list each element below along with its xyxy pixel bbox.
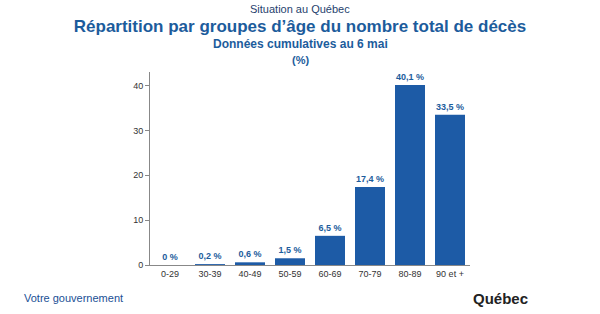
svg-text:40-49: 40-49 bbox=[238, 269, 261, 279]
svg-text:33,5 %: 33,5 % bbox=[436, 102, 464, 112]
svg-text:10: 10 bbox=[133, 215, 143, 225]
svg-text:Situation au Québec: Situation au Québec bbox=[250, 3, 350, 15]
svg-text:80-89: 80-89 bbox=[398, 269, 421, 279]
svg-text:90 et +: 90 et + bbox=[436, 269, 464, 279]
svg-text:(%): (%) bbox=[292, 54, 309, 66]
svg-text:17,4 %: 17,4 % bbox=[356, 174, 384, 184]
svg-text:20: 20 bbox=[133, 170, 143, 180]
svg-text:40,1 %: 40,1 % bbox=[396, 72, 424, 82]
svg-text:50-59: 50-59 bbox=[278, 269, 301, 279]
svg-text:Québec: Québec bbox=[473, 290, 528, 307]
svg-text:Répartition par groupes d’âge: Répartition par groupes d’âge du nombre … bbox=[74, 17, 526, 36]
svg-text:1,5 %: 1,5 % bbox=[278, 245, 301, 255]
svg-text:0 %: 0 % bbox=[162, 252, 178, 262]
svg-text:0,2 %: 0,2 % bbox=[198, 251, 221, 261]
svg-text:0,6 %: 0,6 % bbox=[238, 249, 261, 259]
svg-text:0-29: 0-29 bbox=[161, 269, 179, 279]
svg-text:Données cumulatives au 6 mai: Données cumulatives au 6 mai bbox=[213, 37, 388, 51]
svg-text:40: 40 bbox=[133, 81, 143, 91]
svg-text:70-79: 70-79 bbox=[358, 269, 381, 279]
svg-text:Votre gouvernement: Votre gouvernement bbox=[24, 292, 123, 304]
svg-text:30-39: 30-39 bbox=[198, 269, 221, 279]
svg-text:0: 0 bbox=[138, 260, 143, 270]
svg-text:30: 30 bbox=[133, 126, 143, 136]
svg-text:6,5 %: 6,5 % bbox=[318, 223, 341, 233]
svg-text:60-69: 60-69 bbox=[318, 269, 341, 279]
